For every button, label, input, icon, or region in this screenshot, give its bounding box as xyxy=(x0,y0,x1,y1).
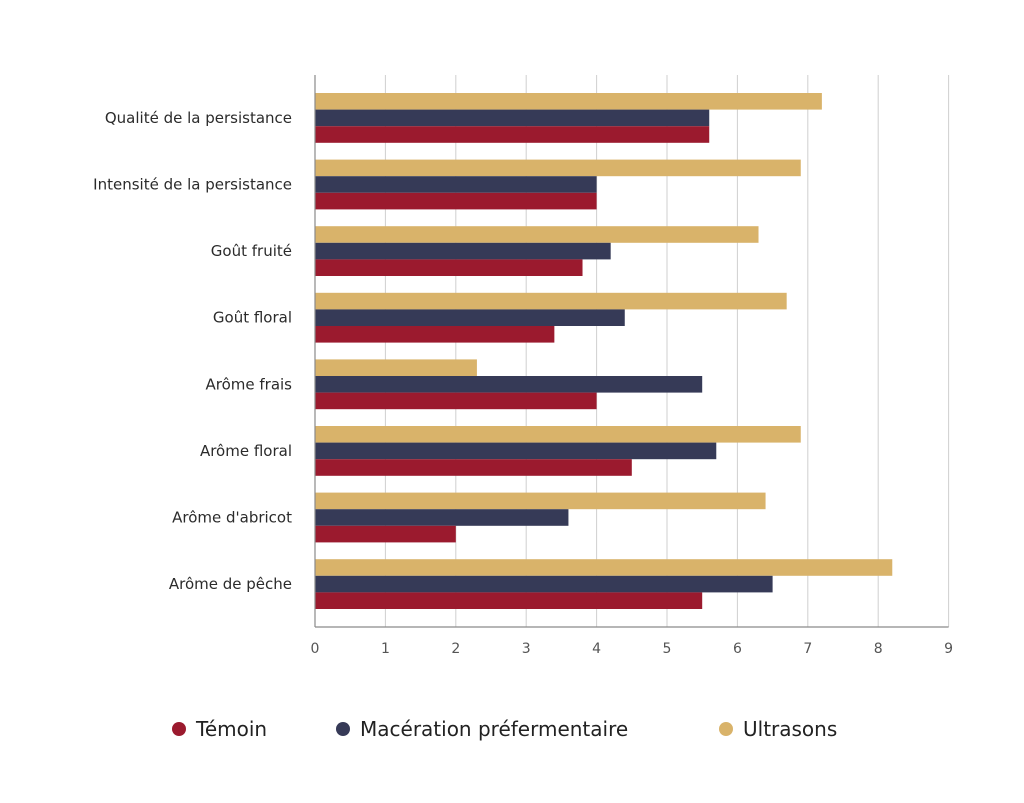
bar-ultrasons-4 xyxy=(315,359,477,376)
bar-t-moin-1 xyxy=(315,192,597,210)
legend-swatch-temoin xyxy=(172,722,186,736)
category-label: Qualité de la persistance xyxy=(105,109,292,127)
legend-label-ultrasons: Ultrasons xyxy=(743,717,838,741)
x-tick-label: 0 xyxy=(311,641,320,657)
legend-swatch-maceration xyxy=(336,722,350,736)
x-tick-label: 2 xyxy=(451,641,460,657)
bar-mac-ration-pr-fermentaire-3 xyxy=(315,309,625,326)
x-tick-label: 6 xyxy=(733,641,742,657)
bar-ultrasons-3 xyxy=(315,292,787,310)
legend-item-temoin: Témoin xyxy=(172,713,267,745)
bar-t-moin-6 xyxy=(315,525,456,543)
bar-mac-ration-pr-fermentaire-0 xyxy=(315,109,710,127)
bar-mac-ration-pr-fermentaire-7 xyxy=(315,575,773,593)
legend-item-maceration: Macération préfermentaire xyxy=(336,713,628,745)
bar-ultrasons-5 xyxy=(315,426,801,443)
bar-t-moin-4 xyxy=(315,392,597,410)
legend-label-temoin: Témoin xyxy=(196,717,268,741)
x-tick-label: 9 xyxy=(944,641,953,657)
category-label: Arôme floral xyxy=(200,442,292,460)
category-label: Goût fruité xyxy=(211,242,292,260)
legend-label-maceration: Macération préfermentaire xyxy=(360,717,629,741)
x-tick-label: 7 xyxy=(803,641,812,657)
bar-t-moin-5 xyxy=(315,459,632,476)
bar-mac-ration-pr-fermentaire-1 xyxy=(315,176,597,193)
legend: Témoin Macération préfermentaire Ultraso… xyxy=(0,713,1024,745)
bar-t-moin-0 xyxy=(315,126,710,143)
legend-item-ultrasons: Ultrasons xyxy=(719,713,837,745)
category-label: Intensité de la persistance xyxy=(93,176,292,194)
bar-t-moin-2 xyxy=(315,259,583,276)
bar-t-moin-3 xyxy=(315,326,555,343)
bar-mac-ration-pr-fermentaire-2 xyxy=(315,242,611,260)
category-label: Goût floral xyxy=(213,309,292,327)
x-tick-label: 5 xyxy=(663,641,672,657)
category-label: Arôme frais xyxy=(205,375,292,393)
bar-ultrasons-7 xyxy=(315,559,893,576)
bar-mac-ration-pr-fermentaire-6 xyxy=(315,509,569,526)
bar-t-moin-7 xyxy=(315,592,703,609)
bar-ultrasons-6 xyxy=(315,492,766,510)
x-tick-label: 8 xyxy=(874,641,883,657)
category-label: Arôme de pêche xyxy=(169,575,292,593)
bar-mac-ration-pr-fermentaire-5 xyxy=(315,442,717,460)
x-tick-label: 4 xyxy=(592,641,601,657)
bar-ultrasons-0 xyxy=(315,93,822,110)
x-tick-label: 1 xyxy=(381,641,390,657)
bar-mac-ration-pr-fermentaire-4 xyxy=(315,376,703,393)
x-tick-label: 3 xyxy=(522,641,531,657)
bar-ultrasons-1 xyxy=(315,159,801,177)
bar-ultrasons-2 xyxy=(315,226,759,243)
bar-chart: Qualité de la persistance Intensité de la… xyxy=(93,75,953,657)
legend-swatch-ultrasons xyxy=(719,722,733,736)
category-label: Arôme d'abricot xyxy=(172,509,292,527)
